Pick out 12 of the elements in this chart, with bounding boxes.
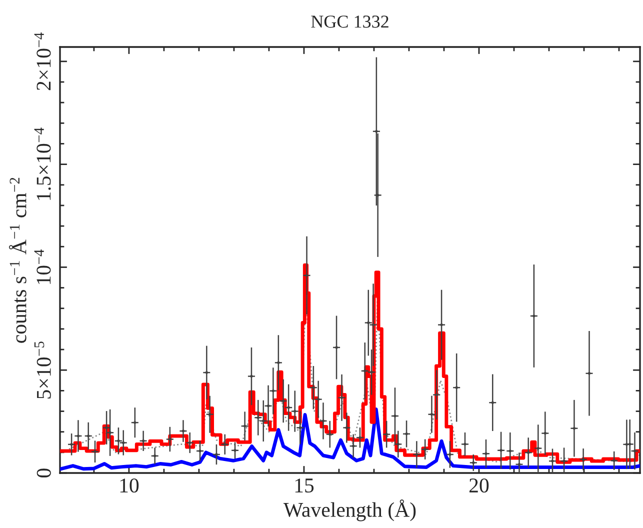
chart-title: NGC 1332 bbox=[311, 16, 388, 28]
x-tick-label: 15 bbox=[295, 478, 314, 493]
y-tick-label: 1.5×10$^{−4}$ bbox=[34, 128, 51, 200]
y-tick-label: 0 bbox=[36, 468, 51, 478]
y-tick-label: 10$^{−4}$ bbox=[34, 249, 51, 284]
x-tick-label: 10 bbox=[120, 478, 139, 493]
y-axis-title: counts s$^{−1}$ Å$^{−1}$ cm$^{−2}$ bbox=[8, 178, 26, 343]
x-tick-label: 20 bbox=[469, 478, 489, 493]
line-series bbox=[60, 407, 640, 471]
x-axis-title: Wavelength (Å) bbox=[283, 500, 416, 522]
y-tick-label: 2×10$^{−4}$ bbox=[34, 32, 51, 90]
y-tick-label: 5×10$^{−5}$ bbox=[34, 342, 51, 398]
